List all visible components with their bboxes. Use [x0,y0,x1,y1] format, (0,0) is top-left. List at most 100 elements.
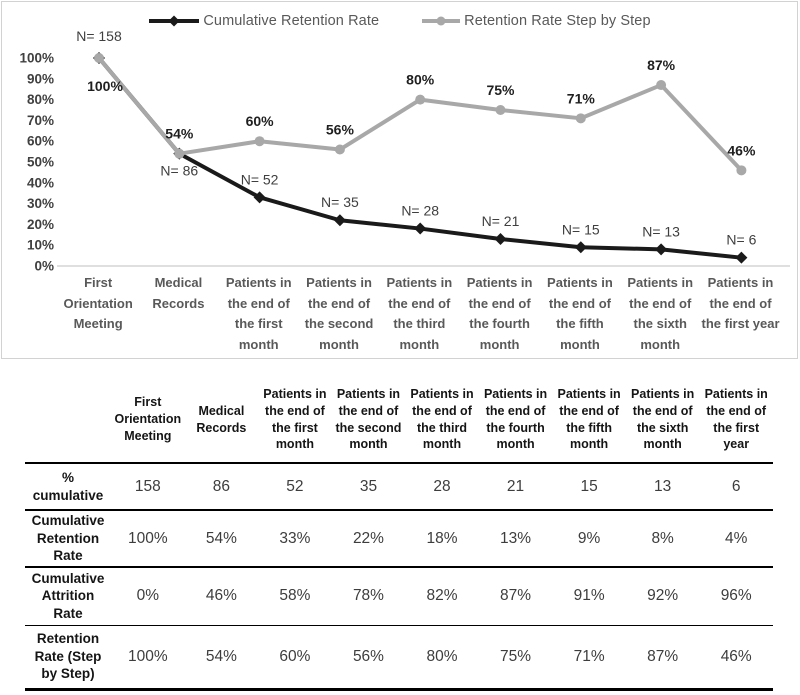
x-axis-label: Patients in the end of the sixth month [627,275,694,352]
diamond-marker-icon [655,243,668,256]
data-label: 60% [246,113,275,129]
data-label: N= 28 [401,203,439,219]
circle-marker-icon [736,165,747,176]
table-row-label: Retention Rate (Step by Step) [25,625,112,691]
legend-item-cumulative-retention-rate: Cumulative Retention Rate [148,13,379,29]
table-col-header: Patients in the end of the first year [699,377,773,464]
data-label: N= 21 [482,213,520,229]
legend-marker-diamond-icon [149,15,200,27]
x-axis-labels: First Orientation Meeting Medical Records… [2,273,797,355]
y-axis-tick-label: 50% [27,155,54,170]
table-col-header: Patients in the end of the sixth month [625,377,700,464]
table-col-header: First Orientation Meeting [111,377,185,464]
table-cell: 46% [699,625,773,691]
table-cell: 87% [625,625,700,691]
legend-label-cumulative-retention-rate: Cumulative Retention Rate [203,13,380,29]
x-axis-label: Patients in the end of the first year [701,275,780,332]
table-col-header: Patients in the end of the fourth month [478,377,553,464]
table-col-header: Patients in the end of the first month [258,377,332,464]
table-cell: 13 [625,463,700,511]
data-label: N= 158 [76,28,122,44]
table-row-label: Cumulative Retention Rate [25,510,112,568]
table-cell: 100% [111,510,185,568]
table-cell: 87% [478,567,553,626]
table-cell: 13% [478,510,553,568]
y-axis-tick-label: 60% [27,134,54,149]
diamond-marker-icon [494,232,507,245]
table-cell: 82% [405,567,479,626]
retention-line-chart: Cumulative Retention Rate Retention Rate… [1,1,798,359]
table-col-header: Patients in the end of the second month [331,377,406,464]
circle-marker-icon [415,94,426,105]
y-axis-tick-label: 30% [27,196,54,211]
y-axis-tick-label: 0% [34,259,54,273]
table-cell: 18% [405,510,479,568]
table-cell: 75% [478,625,553,691]
y-axis-tick-label: 20% [27,217,54,232]
y-axis-tick-label: 80% [27,92,54,107]
table-cell: 100% [111,625,185,691]
table-cell: 91% [552,567,626,626]
table-header-row: First Orientation Meeting Medical Records… [25,377,773,464]
table-row: Retention Rate (Step by Step) 100% 54% 60% 5… [25,625,773,691]
table-cell: 58% [258,567,332,626]
table-cell: 71% [552,625,626,691]
circle-marker-icon [174,148,185,159]
circle-marker-icon [656,80,667,91]
x-axis-label: Patients in the end of the fifth month [547,275,613,352]
data-label: 75% [486,82,515,98]
diamond-marker-icon [253,191,266,204]
table-row: % cumulative 158 86 52 35 28 21 15 13 6 [25,463,773,511]
table-row: Cumulative Retention Rate 100% 54% 33% 22% 18… [25,510,773,568]
table-cell: 21 [478,463,553,511]
table-cell: 22% [331,510,406,568]
diamond-marker-icon [574,241,587,254]
diamond-marker-icon [735,251,748,264]
table-cell: 9% [552,510,626,568]
x-axis-label: First Orientation Meeting [63,275,133,332]
table-col-header: Medical Records [184,377,259,464]
table-cell: 8% [625,510,700,568]
table-corner-cell [25,377,112,464]
circle-marker-icon [254,136,265,147]
table-cell: 54% [184,625,259,691]
table-cell: 33% [258,510,332,568]
data-label: 80% [406,72,435,88]
legend-marker-circle-icon [422,16,461,26]
data-label: N= 86 [160,163,198,179]
x-axis-label: Medical Records [152,275,205,311]
table-cell: 78% [331,567,406,626]
table-row-label: Cumulative Attrition Rate [25,567,112,626]
x-axis-label: Patients in the end of the second month [304,275,374,352]
table-cell: 80% [405,625,479,691]
y-axis-tick-label: 10% [27,238,54,253]
table-cell: 4% [699,510,773,568]
table-cell: 28 [405,463,479,511]
x-axis-label: Patients in the end of the third month [386,275,453,352]
table-col-header: Patients in the end of the fifth month [552,377,626,464]
table-cell: 60% [258,625,332,691]
table-cell: 56% [331,625,406,691]
circle-marker-icon [575,113,586,124]
data-label: N= 52 [241,171,279,187]
data-label: N= 6 [726,232,756,248]
table-col-header: Patients in the end of the third month [405,377,479,464]
y-axis-tick-label: 70% [27,113,54,128]
table-cell: 0% [111,567,185,626]
x-axis-label: Patients in the end of the first month [225,275,292,352]
table-cell: 86 [184,463,259,511]
y-axis-tick-label: 40% [27,175,54,190]
data-label: 54% [165,126,194,142]
table-row-label: % cumulative [25,463,112,511]
data-label: 56% [326,122,355,138]
diamond-marker-icon [333,214,346,227]
y-axis-tick-label: 100% [19,51,54,66]
table-cell: 52 [258,463,332,511]
data-label: 71% [567,90,596,106]
table-cell: 46% [184,567,259,626]
x-axis-label: Patients in the end of the fourth month [466,275,533,352]
circle-marker-icon [334,144,345,155]
line-chart-plot-area: 100% 90% 80% 70% 60% 50% 40% 30% 20% 10% 0% N= 158 N… [19,28,790,273]
table-cell: 15 [552,463,626,511]
data-label: 87% [647,57,676,73]
